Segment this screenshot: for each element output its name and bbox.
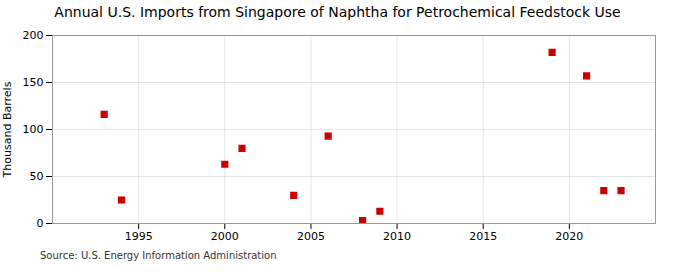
svg-text:2005: 2005 bbox=[297, 230, 325, 243]
svg-text:200: 200 bbox=[23, 29, 44, 42]
svg-text:2000: 2000 bbox=[211, 230, 239, 243]
svg-text:2010: 2010 bbox=[383, 230, 411, 243]
svg-text:2020: 2020 bbox=[555, 230, 583, 243]
svg-text:150: 150 bbox=[23, 76, 44, 89]
svg-text:100: 100 bbox=[23, 123, 44, 136]
svg-text:50: 50 bbox=[30, 170, 44, 183]
svg-text:Thousand Barrels: Thousand Barrels bbox=[1, 81, 14, 178]
svg-text:1995: 1995 bbox=[125, 230, 153, 243]
svg-text:2015: 2015 bbox=[469, 230, 497, 243]
html-text:Source: U.S. Energy Informatio: Source: U.S. Energy Information Administ… bbox=[40, 250, 277, 261]
html-text:Annual U.S. Imports from Singa: Annual U.S. Imports from Singapore of Na… bbox=[54, 4, 621, 20]
svg-text:0: 0 bbox=[37, 217, 44, 230]
